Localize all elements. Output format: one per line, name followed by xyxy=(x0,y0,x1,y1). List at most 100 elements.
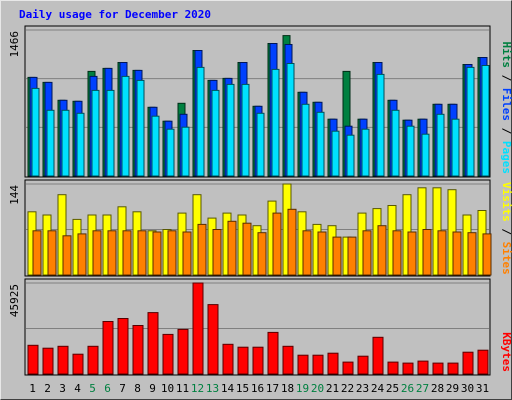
bar-sites-day-4 xyxy=(77,233,87,276)
x-tick-label-day-14: 14 xyxy=(221,382,235,395)
bar-sites-day-26 xyxy=(407,231,417,276)
bar-sites-day-10 xyxy=(167,230,177,276)
bar-kbytes-day-17 xyxy=(267,331,279,375)
bar-kbytes-day-12 xyxy=(192,282,204,375)
bar-kbytes-day-7 xyxy=(117,318,129,375)
bar-pages-day-8 xyxy=(136,79,145,177)
x-tick-label-day-1: 1 xyxy=(29,382,36,395)
bar-pages-day-5 xyxy=(91,89,100,177)
bar-pages-day-16 xyxy=(256,112,265,177)
bar-kbytes-day-4 xyxy=(72,353,84,375)
bar-kbytes-day-31 xyxy=(477,349,489,375)
y-max-label-bottom: 45925 xyxy=(8,284,21,317)
bar-sites-day-29 xyxy=(452,231,462,276)
x-tick-label-day-11: 11 xyxy=(176,382,189,395)
x-tick-label-day-29: 29 xyxy=(446,382,459,395)
x-tick-label-day-15: 15 xyxy=(236,382,249,395)
bar-pages-day-25 xyxy=(391,109,400,177)
bar-sites-day-27 xyxy=(422,229,432,276)
bar-kbytes-day-22 xyxy=(342,361,354,375)
legend-middle: Visits / Sites xyxy=(500,182,512,275)
legend-separator: / xyxy=(500,222,512,242)
bar-sites-day-19 xyxy=(302,230,312,276)
bar-pages-day-24 xyxy=(376,73,385,177)
bar-sites-day-15 xyxy=(242,222,252,276)
bar-pages-day-17 xyxy=(271,68,280,177)
x-tick-label-day-27: 27 xyxy=(416,382,429,395)
chart-title: Daily usage for December 2020 xyxy=(19,8,212,21)
bar-pages-day-29 xyxy=(451,118,460,177)
bar-sites-day-20 xyxy=(317,231,327,276)
x-tick-label-day-20: 20 xyxy=(311,382,324,395)
x-tick-label-day-10: 10 xyxy=(161,382,174,395)
bar-kbytes-day-20 xyxy=(312,354,324,375)
x-tick-label-day-5: 5 xyxy=(89,382,96,395)
bar-sites-day-7 xyxy=(122,230,132,276)
x-tick-label-day-22: 22 xyxy=(341,382,354,395)
bar-pages-day-20 xyxy=(316,111,325,177)
bar-kbytes-day-29 xyxy=(447,362,459,375)
bar-pages-day-21 xyxy=(331,130,340,177)
x-tick-label-day-30: 30 xyxy=(461,382,474,395)
bar-pages-day-3 xyxy=(61,109,70,177)
bar-kbytes-day-1 xyxy=(27,344,39,375)
legend-item-sites: Sites xyxy=(500,242,512,275)
bar-pages-day-12 xyxy=(196,66,205,177)
bar-sites-day-22 xyxy=(347,236,357,276)
bar-kbytes-day-6 xyxy=(102,321,114,375)
bar-sites-day-3 xyxy=(62,235,72,276)
bar-kbytes-day-15 xyxy=(237,346,249,375)
x-tick-label-day-13: 13 xyxy=(206,382,219,395)
bar-pages-day-13 xyxy=(211,89,220,177)
x-tick-label-day-2: 2 xyxy=(44,382,51,395)
bar-pages-day-4 xyxy=(76,112,85,177)
bar-kbytes-day-28 xyxy=(432,362,444,375)
bar-pages-day-15 xyxy=(241,83,250,177)
bar-sites-day-25 xyxy=(392,230,402,276)
x-tick-label-day-16: 16 xyxy=(251,382,264,395)
bar-sites-day-12 xyxy=(197,223,207,276)
bar-pages-day-6 xyxy=(106,89,115,177)
x-tick-label-day-12: 12 xyxy=(191,382,204,395)
x-tick-label-day-28: 28 xyxy=(431,382,444,395)
bar-kbytes-day-9 xyxy=(147,312,159,375)
bar-kbytes-day-14 xyxy=(222,343,234,375)
bar-kbytes-day-3 xyxy=(57,345,69,375)
bar-kbytes-day-19 xyxy=(297,354,309,375)
x-tick-label-day-4: 4 xyxy=(74,382,81,395)
legend-item-hits: Hits xyxy=(500,42,512,69)
bar-sites-day-13 xyxy=(212,229,222,276)
x-tick-label-day-24: 24 xyxy=(371,382,385,395)
bar-sites-day-28 xyxy=(437,230,447,276)
bar-sites-day-16 xyxy=(257,232,267,276)
legend-bottom: KBytes xyxy=(500,332,512,372)
bar-pages-day-2 xyxy=(46,109,55,177)
bar-pages-day-7 xyxy=(121,75,130,177)
x-tick-label-day-7: 7 xyxy=(119,382,126,395)
bar-sites-day-14 xyxy=(227,220,237,276)
bar-pages-day-22 xyxy=(346,134,355,177)
legend-item-pages: Pages xyxy=(500,141,512,174)
bar-kbytes-day-10 xyxy=(162,333,174,375)
bar-sites-day-17 xyxy=(272,212,282,276)
bar-pages-day-23 xyxy=(361,128,370,177)
x-tick-label-day-21: 21 xyxy=(326,382,339,395)
bar-pages-day-9 xyxy=(151,115,160,177)
legend-top: Hits / Files / Pages xyxy=(500,42,512,175)
bar-pages-day-26 xyxy=(406,125,415,177)
bar-sites-day-11 xyxy=(182,231,192,276)
bar-kbytes-day-23 xyxy=(357,355,369,375)
x-tick-label-day-31: 31 xyxy=(476,382,489,395)
bar-kbytes-day-8 xyxy=(132,325,144,375)
bar-pages-day-14 xyxy=(226,83,235,177)
bar-sites-day-21 xyxy=(332,236,342,276)
x-tick-label-day-18: 18 xyxy=(281,382,294,395)
bar-sites-day-6 xyxy=(107,230,117,276)
legend-item-visits: Visits xyxy=(500,182,512,222)
bar-kbytes-day-27 xyxy=(417,360,429,375)
y-max-label-middle: 144 xyxy=(8,185,21,205)
bar-kbytes-day-13 xyxy=(207,304,219,375)
x-tick-label-day-6: 6 xyxy=(104,382,111,395)
bar-pages-day-1 xyxy=(31,87,40,177)
